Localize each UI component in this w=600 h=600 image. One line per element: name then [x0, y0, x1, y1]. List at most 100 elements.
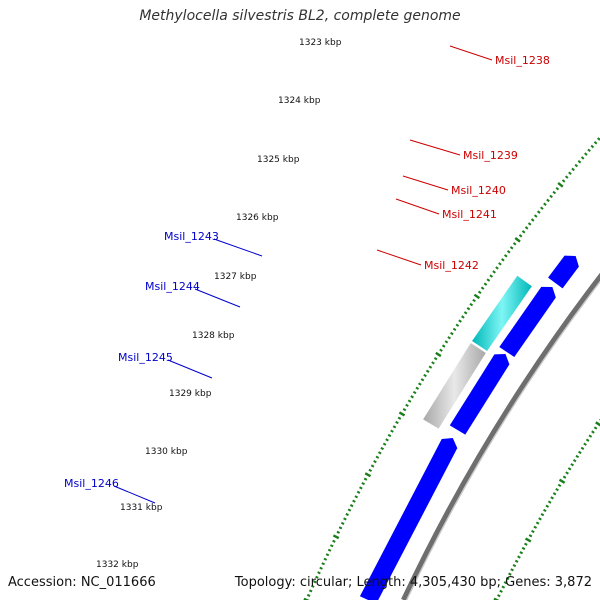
outer-ruler-minor-tick [368, 468, 373, 472]
leader-Msil_1239 [409, 139, 461, 156]
inner-ruler-minor-tick [591, 430, 595, 434]
inner-ruler-minor-tick [517, 555, 521, 559]
outer-ruler-minor-tick [546, 198, 550, 203]
tick-label: 1327 kbp [214, 272, 257, 282]
tick-label: 1328 kbp [192, 331, 235, 341]
outer-ruler-minor-tick [584, 152, 588, 156]
outer-ruler-minor-tick [310, 584, 315, 588]
outer-ruler-minor-tick [313, 580, 317, 584]
outer-ruler-minor-tick [373, 460, 377, 464]
outer-ruler-minor-tick [509, 246, 514, 250]
gene-label-Msil_1245[interactable]: Msil_1245 [118, 351, 173, 364]
outer-ruler-minor-tick [425, 369, 430, 373]
outer-ruler-minor-tick [415, 386, 420, 390]
outer-ruler-major-tick [514, 237, 521, 243]
outer-ruler-minor-tick [577, 160, 582, 164]
outer-ruler-minor-tick [564, 175, 569, 179]
outer-ruler-minor-tick [428, 365, 433, 369]
outer-ruler-minor-tick [477, 290, 482, 294]
inner-ruler-minor-tick [547, 500, 552, 504]
gene-Msil_1246-arrow[interactable] [359, 438, 458, 600]
outer-ruler-minor-tick [397, 416, 402, 420]
outer-ruler-minor-tick [466, 307, 471, 311]
inner-ruler-minor-tick [567, 467, 572, 471]
outer-ruler-minor-tick [329, 544, 334, 548]
outer-ruler-minor-tick [521, 230, 526, 234]
outer-ruler-minor-tick [306, 593, 311, 597]
outer-ruler-minor-tick [571, 167, 575, 172]
tick-labels: 1323 kbp 1324 kbp 1325 kbp 1326 kbp 1327 kbp… [96, 38, 342, 570]
inner-ruler-minor-tick [503, 581, 508, 585]
outer-ruler-minor-tick [590, 144, 595, 149]
outer-ruler-minor-tick [405, 403, 409, 407]
tick-label: 1325 kbp [257, 155, 300, 165]
outer-ruler-minor-tick [549, 194, 553, 199]
outer-ruler-minor-tick [354, 495, 359, 499]
outer-ruler-minor-tick [463, 311, 468, 315]
leader-Msil_1242 [376, 249, 422, 266]
outer-ruler-minor-tick [472, 298, 476, 303]
gene-label-Msil_1239[interactable]: Msil_1239 [463, 149, 518, 162]
inner-ruler-minor-tick [562, 475, 567, 479]
outer-ruler-minor-tick [530, 218, 535, 222]
gene-Msil_1243-arrow[interactable] [548, 255, 579, 289]
inner-ruler-minor-tick [535, 521, 540, 525]
inner-ruler-minor-tick [545, 504, 550, 508]
outer-ruler-minor-tick [359, 486, 363, 490]
accession-text: Accession: NC_011666 [8, 575, 156, 590]
outer-ruler-minor-tick [503, 254, 508, 258]
gene-label-Msil_1244[interactable]: Msil_1244 [145, 280, 200, 293]
outer-ruler-minor-tick [347, 508, 352, 512]
label-leaders [113, 45, 493, 504]
inner-ruler-minor-tick [533, 525, 538, 529]
gene-label-Msil_1238[interactable]: Msil_1238 [495, 54, 550, 67]
outer-ruler [303, 137, 600, 600]
feature-blocks [359, 255, 579, 600]
inner-ruler-minor-tick [588, 434, 593, 438]
outer-ruler-minor-tick [518, 234, 523, 238]
inner-ruler-minor-tick [508, 572, 512, 576]
leader-Msil_1240 [402, 175, 449, 191]
inner-ruler-minor-tick [593, 426, 598, 430]
outer-ruler-minor-tick [580, 156, 585, 160]
gene-Msil_1245-feature[interactable] [423, 343, 486, 429]
gene-label-Msil_1240[interactable]: Msil_1240 [451, 184, 506, 197]
gene-Msil_1245-arrow[interactable] [449, 354, 510, 435]
outer-ruler-minor-tick [455, 323, 460, 327]
inner-ruler-minor-tick [499, 589, 503, 593]
outer-ruler-minor-tick [420, 378, 425, 382]
tick-label: 1324 kbp [278, 96, 321, 106]
outer-ruler-minor-tick [439, 348, 443, 352]
gene-Msil_1244-arrow[interactable] [499, 286, 556, 358]
inner-ruler-minor-tick [519, 551, 524, 555]
leader-Msil_1238 [449, 45, 493, 61]
outer-ruler-minor-tick [486, 278, 491, 282]
gene-label-Msil_1242[interactable]: Msil_1242 [424, 259, 479, 272]
gene-Msil_1244-feature[interactable] [472, 275, 532, 351]
outer-ruler-minor-tick [433, 357, 438, 361]
outer-ruler-minor-tick [315, 575, 319, 579]
gene-label-Msil_1246[interactable]: Msil_1246 [64, 477, 119, 490]
tick-label: 1326 kbp [236, 213, 279, 223]
outer-ruler-minor-tick [423, 373, 427, 378]
gene-label-Msil_1241[interactable]: Msil_1241 [442, 208, 497, 221]
backbone-strip [401, 272, 600, 600]
inner-ruler-minor-tick [572, 458, 577, 463]
outer-ruler-major-tick [332, 534, 340, 540]
outer-ruler-minor-tick [489, 274, 494, 278]
outer-ruler-minor-tick [323, 557, 328, 561]
outer-ruler-minor-tick [418, 382, 422, 386]
leader-Msil_1243 [213, 238, 263, 257]
leader-Msil_1245 [167, 359, 213, 379]
inner-ruler-minor-tick [550, 496, 554, 500]
tick-label: 1329 kbp [169, 389, 212, 399]
outer-ruler-minor-tick [498, 262, 502, 266]
outer-ruler-minor-tick [412, 390, 417, 395]
tick-label: 1332 kbp [96, 560, 139, 570]
outer-ruler-minor-tick [387, 433, 392, 438]
inner-ruler-minor-tick [510, 568, 514, 572]
gene-label-Msil_1243[interactable]: Msil_1243 [164, 230, 219, 243]
outer-ruler-minor-tick [395, 420, 399, 425]
inner-ruler-minor-tick [583, 442, 587, 446]
